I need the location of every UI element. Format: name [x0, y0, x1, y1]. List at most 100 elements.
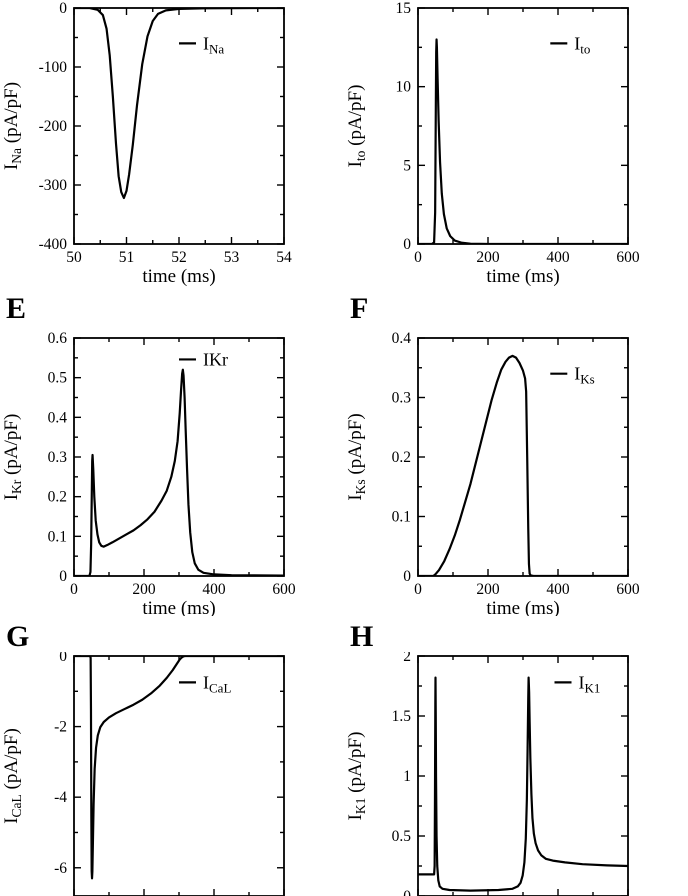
axis-ticks	[73, 655, 285, 896]
x-tick-label: 400	[202, 581, 226, 598]
y-tick-label: 0	[59, 652, 67, 665]
ina-chart: 50 51 52 53 54 0 -100 -200 -300 -400 time (ms) INa …	[1, 0, 292, 287]
legend-label: IKs	[574, 364, 594, 387]
x-axis-label: time (ms)	[486, 266, 559, 287]
x-axis-label: time (ms)	[486, 598, 559, 616]
axis-ticks	[417, 7, 629, 245]
ito-chart: 0 200 400 600 0 5 10 15 time (ms) Ito (pA/pF) Ito	[345, 0, 640, 287]
legend: ICaL	[179, 672, 231, 695]
curve-I_CaL	[74, 656, 284, 880]
panel-ito: 0 200 400 600 0 5 10 15 time (ms) Ito (pA/pF) Ito	[344, 0, 688, 288]
y-tick-label: 0.2	[392, 449, 411, 466]
plot-frame	[417, 7, 629, 245]
iks-chart: 0 200 400 600 0 0.1 0.2 0.3 0.4 time (ms) IKs (pA/…	[345, 330, 640, 616]
y-tick-label: 10	[396, 79, 412, 96]
row-1: 50 51 52 53 54 0 -100 -200 -300 -400 time (ms) INa …	[0, 0, 688, 288]
x-tick-label: 400	[546, 249, 570, 266]
y-tick-label: 1.5	[392, 708, 412, 725]
y-axis-label: INa (pA/pF)	[1, 82, 24, 170]
axis-ticks	[417, 337, 629, 577]
x-tick-label: 600	[272, 581, 296, 598]
y-tick-label: -2	[54, 719, 67, 736]
x-axis-label: time (ms)	[142, 266, 215, 287]
panel-letter-f: F	[350, 292, 369, 325]
legend-label: INa	[203, 33, 224, 56]
y-tick-label: -200	[39, 118, 68, 135]
axis-ticks	[73, 7, 285, 245]
legend: Ito	[550, 33, 590, 56]
y-tick-label: 2	[403, 652, 411, 665]
y-axis-label: Ito (pA/pF)	[345, 85, 368, 168]
y-tick-label: 0.6	[48, 330, 68, 347]
x-tick-label: 0	[414, 581, 422, 598]
x-axis-label: time (ms)	[142, 598, 215, 616]
panel-letter-e: E	[6, 292, 27, 325]
y-tick-label: -6	[54, 860, 67, 877]
y-tick-label: -4	[54, 789, 67, 806]
y-tick-label: 0	[403, 888, 411, 896]
x-tick-label: 54	[276, 249, 292, 266]
y-tick-label: -400	[39, 236, 68, 253]
curve-I_Na	[74, 8, 284, 200]
y-axis-label: IK1 (pA/pF)	[345, 732, 368, 821]
legend-label: Ito	[574, 33, 590, 56]
y-axis-label: IKs (pA/pF)	[345, 413, 368, 500]
y-tick-label: 0.5	[392, 828, 412, 845]
x-tick-label: 0	[414, 249, 422, 266]
legend: INa	[179, 33, 224, 56]
curve-I_K1	[418, 676, 628, 892]
x-tick-label: 50	[66, 249, 82, 266]
y-axis-label: ICaL (pA/pF)	[1, 728, 24, 824]
x-tick-label: 51	[119, 249, 135, 266]
panel-iks: F 0 200 400 600 0 0.1 0.2 0.3 0.4 time (ms) IKs (p…	[344, 288, 688, 616]
curve-I_Kr	[74, 368, 284, 576]
y-tick-label: 0.2	[48, 489, 67, 506]
row-2: E 0 200 400 600 0 0.1 0.2 0.3 0.4 0.5 0.6 time (ms)…	[0, 288, 688, 616]
y-tick-label: 15	[396, 0, 412, 17]
y-tick-label: 1	[403, 768, 411, 785]
x-tick-label: 200	[476, 249, 500, 266]
legend-label: ICaL	[203, 672, 231, 695]
y-tick-label: -300	[39, 177, 68, 194]
legend: IK1	[554, 672, 601, 695]
x-tick-label: 53	[224, 249, 240, 266]
curve-I_Ks	[418, 354, 628, 576]
x-tick-label: 200	[476, 581, 500, 598]
axis-ticks	[73, 337, 285, 577]
legend-label: IKr	[203, 349, 228, 369]
x-tick-label: 600	[616, 249, 640, 266]
x-tick-label: 600	[616, 581, 640, 598]
x-tick-label: 52	[171, 249, 187, 266]
plot-frame	[73, 655, 285, 896]
y-tick-label: 5	[403, 157, 411, 174]
y-tick-label: 0.1	[48, 528, 67, 545]
curve-I_to	[418, 38, 628, 244]
x-tick-label: 200	[132, 581, 156, 598]
panel-letter-g: G	[6, 620, 30, 653]
y-tick-label: 0.3	[392, 390, 412, 407]
panel-letter-h: H	[350, 620, 374, 653]
y-tick-label: 0	[59, 568, 67, 585]
y-tick-label: -100	[39, 59, 68, 76]
x-tick-label: 400	[546, 581, 570, 598]
ikr-chart: 0 200 400 600 0 0.1 0.2 0.3 0.4 0.5 0.6 time (ms) IK…	[1, 330, 296, 616]
legend: IKr	[179, 349, 228, 369]
y-tick-label: 0	[403, 236, 411, 253]
y-tick-label: 0.4	[392, 330, 412, 347]
plot-frame	[73, 337, 285, 577]
y-tick-label: 0.5	[48, 370, 68, 387]
y-axis-label: IKr (pA/pF)	[1, 414, 24, 501]
y-tick-label: 0.3	[48, 449, 68, 466]
legend-label: IK1	[579, 672, 601, 695]
panel-ikr: E 0 200 400 600 0 0.1 0.2 0.3 0.4 0.5 0.6 time (ms)…	[0, 288, 344, 616]
legend: IKs	[550, 364, 595, 387]
panel-ina: 50 51 52 53 54 0 -100 -200 -300 -400 time (ms) INa …	[0, 0, 344, 288]
y-tick-label: 0.1	[392, 509, 411, 526]
y-tick-label: 0	[403, 568, 411, 585]
